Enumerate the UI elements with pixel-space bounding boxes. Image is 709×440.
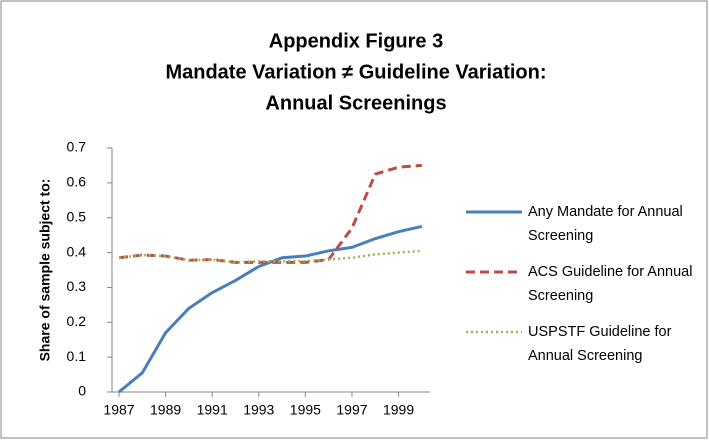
x-tick-label: 1991 [197, 402, 228, 418]
y-tick-label: 0.2 [67, 313, 87, 329]
chart-title: Appendix Figure 3 [269, 30, 443, 52]
series-line [118, 249, 422, 264]
y-tick-label: 0.5 [67, 208, 87, 224]
y-tick-label: 0.3 [67, 278, 87, 294]
x-tick-label: 1987 [103, 402, 134, 418]
y-tick-label: 0.4 [67, 243, 87, 259]
y-tick-label: 0 [78, 383, 86, 399]
x-tick-label: 1999 [383, 402, 414, 418]
y-axis-label: Share of sample subject to: [37, 179, 53, 362]
chart-title: Mandate Variation ≠ Guideline Variation: [165, 61, 546, 83]
x-tick-label: 1993 [243, 402, 274, 418]
y-tick-label: 0.6 [67, 174, 87, 190]
chart-title: Annual Screenings [265, 92, 446, 114]
legend-label: ACS Guideline for Annual Screening [528, 264, 693, 304]
series-line [118, 224, 423, 394]
x-tick-label: 1995 [290, 402, 321, 418]
x-tick-label: 1989 [150, 402, 181, 418]
legend-label: Any Mandate for Annual Screening [528, 204, 683, 244]
legend-label: USPSTF Guideline for Annual Screening [528, 324, 672, 364]
x-tick-label: 1997 [336, 402, 367, 418]
y-tick-label: 0.1 [67, 348, 87, 364]
y-tick-label: 0.7 [67, 139, 87, 155]
